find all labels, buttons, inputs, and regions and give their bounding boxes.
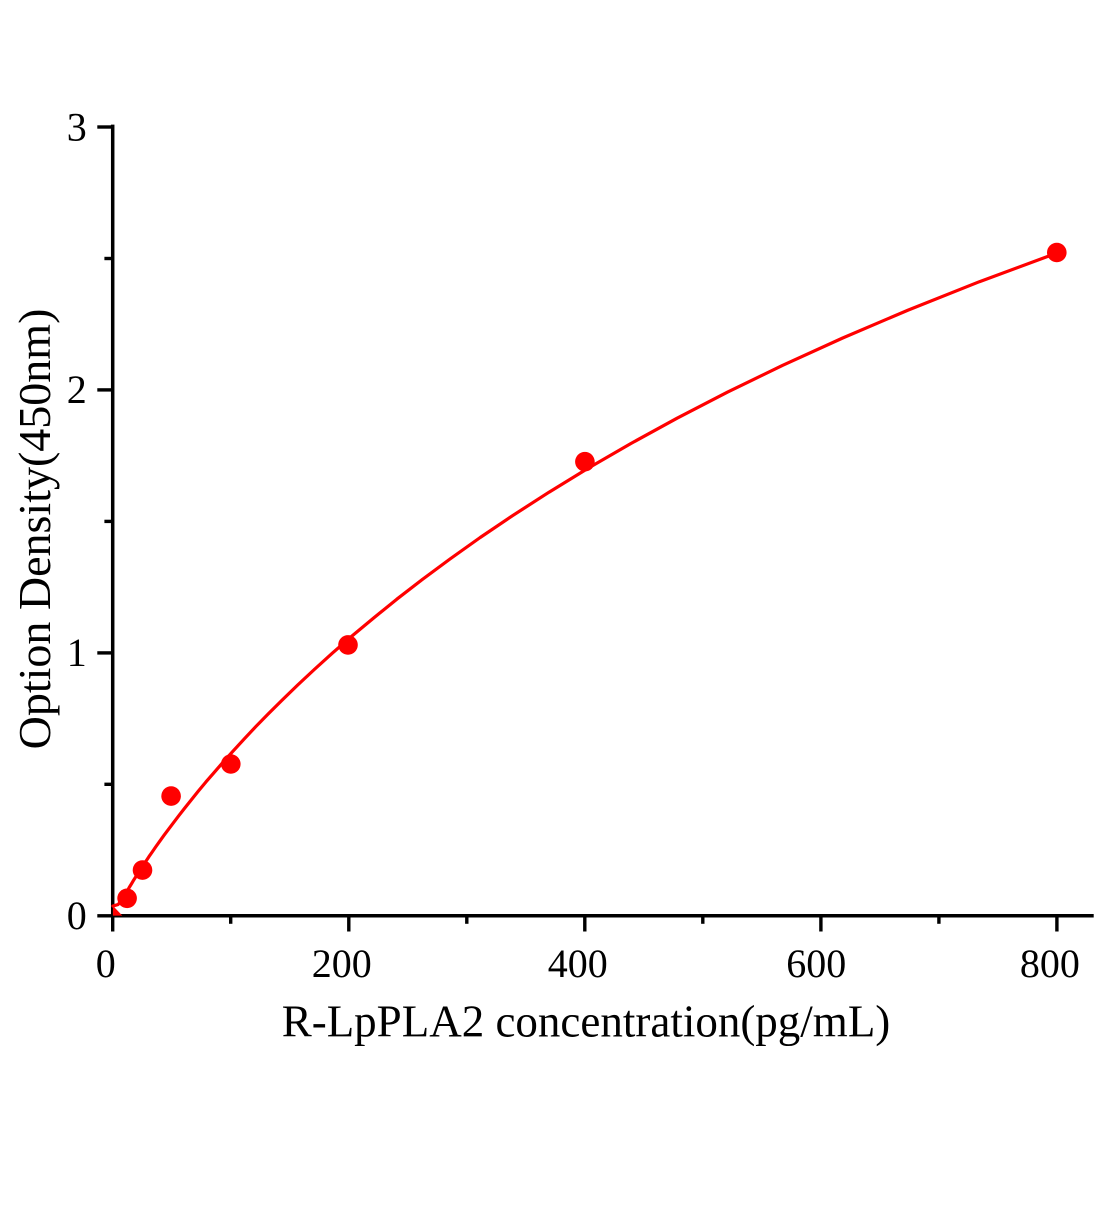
svg-text:600: 600: [786, 941, 846, 986]
svg-text:R-LpPLA2 concentration(pg/mL): R-LpPLA2 concentration(pg/mL): [282, 996, 891, 1046]
svg-text:3: 3: [67, 104, 87, 149]
svg-text:400: 400: [548, 941, 608, 986]
svg-text:0: 0: [96, 941, 116, 986]
svg-text:1: 1: [67, 630, 87, 675]
svg-text:800: 800: [1020, 941, 1080, 986]
svg-text:0: 0: [67, 893, 87, 938]
svg-text:2: 2: [67, 367, 87, 412]
svg-text:Option Density(450nm): Option Density(450nm): [9, 309, 60, 750]
svg-text:200: 200: [312, 941, 372, 986]
